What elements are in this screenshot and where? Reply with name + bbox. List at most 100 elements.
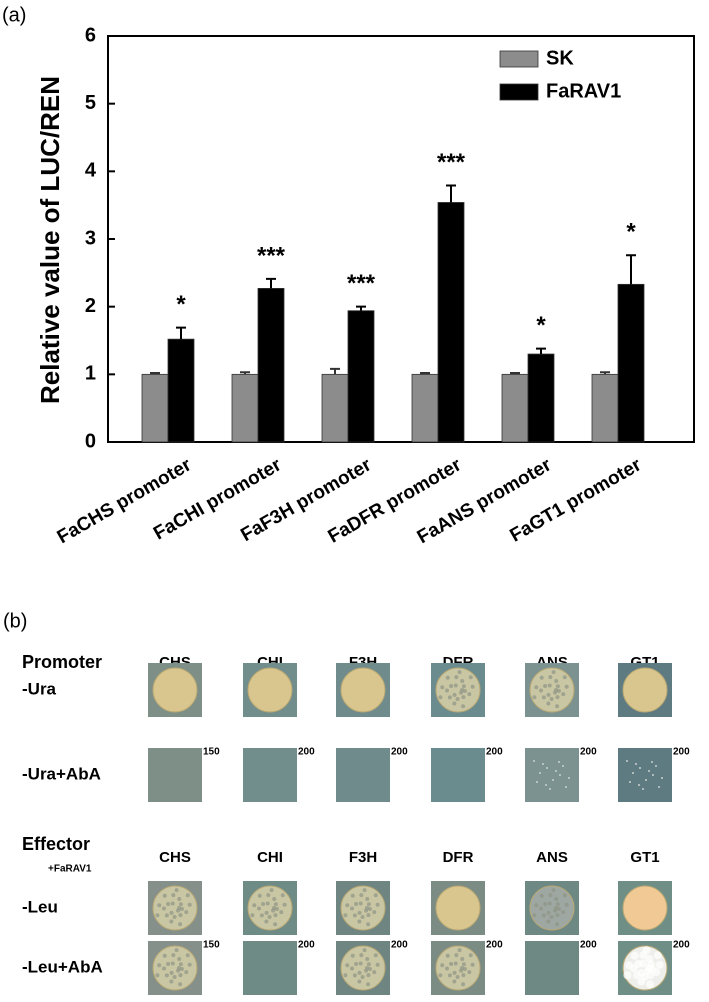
colony-texture <box>359 953 364 958</box>
colony-texture <box>164 973 169 978</box>
concentration: 200 <box>391 940 408 951</box>
plate-spot <box>243 748 297 802</box>
colony-texture <box>360 914 365 919</box>
colony-texture <box>350 893 355 898</box>
colony-texture <box>454 675 459 680</box>
colony-texture <box>459 968 464 973</box>
bar <box>527 353 555 443</box>
colony-texture <box>470 684 475 689</box>
error-bar <box>536 347 546 355</box>
colony-texture <box>658 786 660 788</box>
colony <box>622 667 668 713</box>
colony-texture <box>457 948 462 953</box>
colony-texture <box>445 688 450 693</box>
legend-label: SK <box>546 47 574 69</box>
significance: *** <box>437 149 466 176</box>
colony-texture <box>174 948 179 953</box>
colony-texture <box>532 695 537 700</box>
panel-label: (a) <box>2 4 26 26</box>
colony-texture <box>184 910 189 915</box>
colony-texture <box>366 973 371 978</box>
colony-texture <box>562 893 567 898</box>
colony-texture <box>445 953 450 958</box>
colony-texture <box>350 966 355 971</box>
colony-texture <box>447 695 452 700</box>
significance: * <box>536 312 546 339</box>
colony-texture <box>460 956 465 961</box>
colony-texture <box>440 963 445 968</box>
error-bar <box>240 371 250 375</box>
colony-texture <box>554 678 559 683</box>
colony-texture <box>551 670 556 675</box>
bar <box>167 338 195 443</box>
colony-texture <box>562 765 564 767</box>
colony-texture <box>373 893 378 898</box>
colony-texture <box>169 970 174 975</box>
error-bar <box>356 305 366 311</box>
colony-texture <box>534 903 539 908</box>
colony-texture <box>558 761 560 763</box>
colony-texture <box>457 670 462 675</box>
colony-texture <box>257 893 262 898</box>
colony-texture <box>449 683 454 688</box>
colony <box>340 885 386 931</box>
colony-texture <box>455 696 460 701</box>
colony-texture <box>367 906 372 911</box>
colony-texture <box>357 970 362 975</box>
colony-texture <box>172 974 177 979</box>
bar <box>321 373 349 443</box>
section-subheader: +FaRAV1 <box>48 864 92 875</box>
colony-texture <box>452 970 457 975</box>
colony-texture <box>366 913 371 918</box>
colony-texture <box>555 770 557 772</box>
plate-spot <box>148 748 202 802</box>
colony-texture <box>177 896 182 901</box>
colony-texture <box>372 970 377 975</box>
colony-texture <box>187 962 192 967</box>
plate-spot <box>618 748 672 802</box>
colony-texture <box>178 913 183 918</box>
colony <box>435 885 481 931</box>
colony-texture <box>546 692 551 697</box>
concentration: 200 <box>580 747 597 758</box>
colony-texture <box>638 784 640 786</box>
colony-texture <box>546 701 551 706</box>
concentration: 200 <box>673 940 690 951</box>
concentration: 200 <box>391 747 408 758</box>
colony-texture <box>470 962 475 967</box>
colony-texture <box>178 902 183 907</box>
colony <box>340 945 386 991</box>
colony-texture <box>272 896 277 901</box>
colony-texture <box>266 893 271 898</box>
colony-texture <box>645 954 654 963</box>
error-bar <box>626 254 636 285</box>
colony-texture <box>157 903 162 908</box>
colony-texture <box>354 901 359 906</box>
colony <box>435 945 481 991</box>
colony-texture <box>373 953 378 958</box>
y-tick-label: 4 <box>85 160 97 182</box>
colony-texture <box>184 970 189 975</box>
colony-texture <box>630 951 639 960</box>
colony-texture <box>648 770 650 772</box>
colony-texture <box>438 973 443 978</box>
colony-texture <box>372 910 377 915</box>
colony-texture <box>352 913 357 918</box>
colony-texture <box>461 704 466 709</box>
colony-texture <box>461 973 466 978</box>
colony-texture <box>261 901 266 906</box>
colony-texture <box>561 910 566 915</box>
colony-texture <box>171 953 176 958</box>
colony-texture <box>259 913 264 918</box>
y-tick-label: 6 <box>85 24 96 46</box>
significance: * <box>626 219 636 246</box>
concentration: 200 <box>298 940 315 951</box>
colony-texture <box>549 696 554 701</box>
colony-texture <box>547 683 552 688</box>
concentration: 150 <box>203 747 220 758</box>
colony-texture <box>166 901 171 906</box>
error-bar <box>600 371 610 375</box>
colony-texture <box>454 953 459 958</box>
colony-texture <box>652 774 654 776</box>
y-tick-label: 2 <box>85 295 96 317</box>
